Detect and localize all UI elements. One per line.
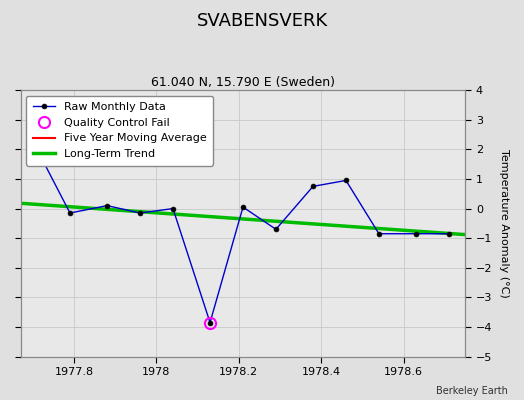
Title: 61.040 N, 15.790 E (Sweden): 61.040 N, 15.790 E (Sweden) [151, 76, 335, 89]
Raw Monthly Data [343, 178, 349, 183]
Raw Monthly Data [67, 211, 73, 216]
Raw Monthly Data [34, 147, 40, 152]
Raw Monthly Data [446, 231, 452, 236]
Raw Monthly Data [240, 205, 246, 210]
Y-axis label: Temperature Anomaly (°C): Temperature Anomaly (°C) [499, 149, 509, 298]
Raw Monthly Data [207, 320, 213, 325]
Raw Monthly Data [273, 227, 279, 232]
Raw Monthly Data [376, 231, 382, 236]
Raw Monthly Data [413, 231, 419, 236]
Raw Monthly Data [310, 184, 316, 189]
Legend: Raw Monthly Data, Quality Control Fail, Five Year Moving Average, Long-Term Tren: Raw Monthly Data, Quality Control Fail, … [26, 96, 213, 166]
Line: Raw Monthly Data: Raw Monthly Data [35, 147, 451, 325]
Raw Monthly Data [137, 211, 143, 216]
Text: SVABENSVERK: SVABENSVERK [196, 12, 328, 30]
Text: Berkeley Earth: Berkeley Earth [436, 386, 508, 396]
Raw Monthly Data [170, 206, 176, 211]
Raw Monthly Data [104, 203, 110, 208]
